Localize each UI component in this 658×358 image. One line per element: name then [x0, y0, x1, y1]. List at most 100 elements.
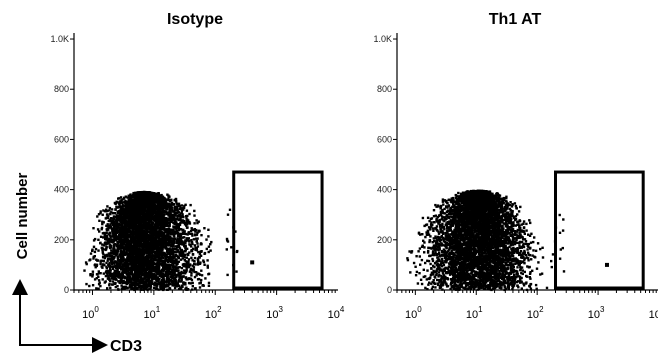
event-dot: [150, 271, 153, 274]
event-dot: [177, 257, 180, 260]
event-dot: [169, 267, 172, 271]
event-dot: [149, 279, 152, 282]
event-dot: [161, 195, 165, 199]
event-dot: [102, 244, 106, 247]
event-dot: [185, 237, 188, 240]
event-dot: [179, 235, 183, 238]
event-dot: [127, 276, 131, 279]
event-dot: [159, 271, 162, 274]
event-dot: [133, 231, 136, 234]
event-dot: [137, 216, 140, 219]
event-dot: [101, 220, 104, 223]
event-dot: [129, 195, 132, 199]
event-dot: [121, 250, 124, 253]
event-dot: [176, 237, 179, 240]
event-dot: [179, 238, 182, 241]
event-dot: [145, 283, 148, 287]
event-dot: [121, 257, 125, 261]
event-cloud: [83, 190, 239, 292]
event-dot: [128, 274, 131, 277]
event-dot: [132, 255, 135, 259]
event-dot: [191, 264, 194, 267]
event-dot: [148, 267, 151, 270]
event-dot: [93, 237, 97, 241]
event-dot: [109, 236, 112, 239]
event-dot: [129, 235, 132, 238]
event-dot: [112, 251, 115, 254]
event-dot: [130, 270, 133, 273]
event-dot: [128, 253, 132, 256]
event-dot: [119, 238, 123, 241]
event-dot: [166, 269, 169, 273]
event-dot: [193, 275, 197, 279]
event-dot: [123, 227, 127, 230]
event-dot: [148, 195, 151, 198]
event-dot: [168, 257, 171, 261]
event-dot: [129, 229, 132, 233]
event-dot: [206, 266, 209, 269]
event-dot: [145, 288, 148, 291]
event-dot: [184, 232, 187, 236]
event-dot: [197, 220, 200, 223]
event-dot: [117, 210, 121, 213]
event-dot: [127, 194, 130, 197]
event-dot: [173, 284, 176, 287]
event-dot: [172, 228, 175, 232]
event-dot: [156, 260, 159, 263]
event-dot: [109, 269, 112, 272]
event-dot: [159, 257, 162, 260]
event-dot: [157, 245, 160, 248]
event-dot: [193, 287, 197, 290]
event-dot: [157, 247, 161, 250]
event-dot: [163, 225, 166, 229]
event-dot: [140, 196, 144, 199]
event-dot: [178, 266, 181, 269]
event-dot: [133, 239, 137, 242]
event-dot: [162, 266, 165, 269]
event-dot: [106, 259, 109, 262]
event-dot: [103, 210, 107, 213]
event-dot: [141, 210, 144, 213]
event-dot: [106, 216, 110, 219]
y-tick-label: 400: [54, 185, 69, 195]
event-dot: [140, 224, 143, 228]
event-dot: [197, 250, 200, 254]
event-dot: [166, 244, 170, 247]
event-dot: [192, 238, 196, 241]
event-dot: [116, 240, 119, 244]
event-dot: [99, 212, 102, 215]
x-tick-label: 101: [144, 305, 161, 321]
event-dot: [151, 217, 154, 220]
event-dot: [173, 240, 176, 243]
event-dot: [177, 224, 180, 227]
event-dot: [115, 252, 118, 256]
event-dot: [145, 273, 148, 277]
event-dot: [93, 278, 97, 281]
event-dot: [174, 247, 177, 251]
event-dot: [193, 260, 196, 263]
event-dot: [111, 232, 114, 235]
event-dot: [117, 226, 120, 229]
event-dot: [119, 205, 123, 208]
event-dot: [140, 278, 143, 281]
event-dot: [108, 267, 112, 270]
event-dot: [91, 275, 94, 278]
event-dot: [127, 230, 131, 234]
event-dot: [165, 239, 168, 242]
event-dot: [102, 231, 106, 235]
event-dot: [172, 202, 175, 206]
event-dot: [167, 236, 171, 240]
event-dot: [135, 267, 139, 271]
event-dot: [133, 201, 136, 204]
event-dot: [135, 274, 138, 278]
event-dot: [137, 201, 140, 204]
event-dot: [189, 203, 192, 207]
event-dot: [189, 277, 193, 280]
event-dot: [129, 204, 133, 207]
event-dot: [84, 261, 88, 264]
event-dot: [162, 288, 165, 292]
event-dot: [149, 204, 153, 207]
event-dot: [104, 241, 107, 244]
event-dot: [126, 254, 130, 257]
